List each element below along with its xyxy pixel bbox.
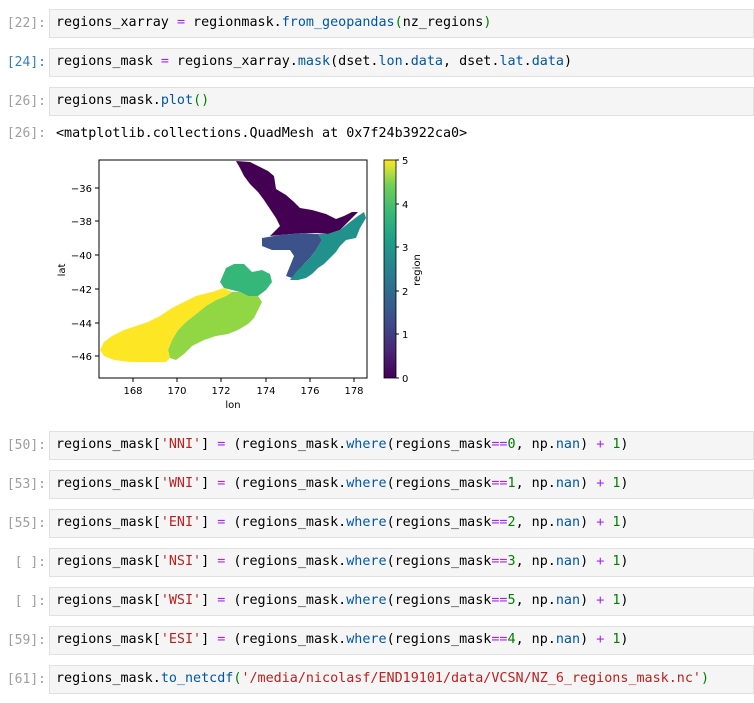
code-line: regions_mask['NSI'] = (regions_mask.wher…: [56, 554, 629, 569]
x-tick-label: 178: [344, 386, 363, 397]
cell-prompt: [50]:: [6, 438, 46, 453]
y-tick-label: −44: [71, 319, 92, 330]
code-line: regions_mask = regions_xarray.mask(dset.…: [56, 54, 572, 69]
output-text: <matplotlib.collections.QuadMesh at 0x7f…: [56, 126, 468, 141]
colorbar-tick-label: 2: [402, 287, 408, 298]
colorbar-tick-label: 3: [402, 243, 408, 254]
colorbar-tick-label: 1: [402, 330, 408, 341]
y-tick-label: −40: [71, 251, 92, 262]
x-tick-label: 170: [167, 386, 186, 397]
colorbar-tick-label: 5: [402, 156, 408, 167]
code-editor[interactable]: regions_mask.plot(): [49, 87, 754, 116]
cell-prompt: [53]:: [6, 477, 46, 492]
cell-prompt: [22]:: [6, 16, 46, 31]
code-editor[interactable]: regions_mask['NNI'] = (regions_mask.wher…: [49, 431, 754, 460]
cell-prompt: [26]:: [6, 94, 46, 109]
code-editor[interactable]: regions_xarray = regionmask.from_geopand…: [49, 9, 754, 38]
region-eni: [290, 212, 366, 280]
x-axis-label: lon: [225, 400, 240, 411]
y-tick-label: −42: [71, 285, 92, 296]
x-tick-label: 174: [256, 386, 275, 397]
code-editor[interactable]: regions_mask['ESI'] = (regions_mask.wher…: [49, 626, 754, 655]
y-tick-label: −36: [71, 184, 92, 195]
y-axis: −36 −38 −40 −42 −44 −46 lat: [57, 184, 99, 363]
region-wsi: [100, 288, 232, 362]
x-tick-label: 172: [211, 386, 230, 397]
y-tick-label: −46: [71, 352, 92, 363]
code-editor[interactable]: regions_mask = regions_xarray.mask(dset.…: [49, 48, 754, 77]
cell-prompt: [61]:: [6, 672, 46, 687]
output-prompt: [26]:: [6, 126, 46, 141]
cell-prompt: [ ]:: [14, 555, 46, 570]
code-line: regions_mask['WSI'] = (regions_mask.wher…: [56, 593, 629, 608]
code-editor[interactable]: regions_mask['ENI'] = (regions_mask.wher…: [49, 509, 754, 538]
cell-prompt: [ ]:: [14, 594, 46, 609]
code-line: regions_mask['WNI'] = (regions_mask.wher…: [56, 476, 629, 491]
x-axis: 168 170 172 174 176 178 lon: [123, 378, 364, 411]
code-editor[interactable]: regions_mask['NSI'] = (regions_mask.wher…: [49, 548, 754, 577]
region-esi: [168, 292, 262, 360]
code-editor[interactable]: regions_mask['WSI'] = (regions_mask.wher…: [49, 587, 754, 616]
y-axis-label: lat: [57, 264, 68, 277]
cell-prompt: [24]:: [6, 55, 46, 70]
cell-prompt: [55]:: [6, 516, 46, 531]
colorbar-ticks: 0 1 2 3 4 5 region: [396, 156, 423, 385]
colorbar: [383, 159, 397, 379]
x-tick-label: 176: [300, 386, 319, 397]
code-line: regions_mask['ESI'] = (regions_mask.wher…: [56, 632, 629, 647]
code-editor[interactable]: regions_mask.to_netcdf('/media/nicolasf/…: [49, 665, 754, 694]
region-wni: [262, 233, 322, 278]
y-tick-label: −38: [71, 217, 92, 228]
x-tick-label: 168: [123, 386, 142, 397]
colorbar-label: region: [412, 254, 423, 286]
region-nni: [236, 161, 358, 236]
code-line: regions_xarray = regionmask.from_geopand…: [56, 15, 492, 30]
code-line: regions_mask['ENI'] = (regions_mask.wher…: [56, 515, 629, 530]
code-line: regions_mask['NNI'] = (regions_mask.wher…: [56, 437, 629, 452]
code-editor[interactable]: regions_mask['WNI'] = (regions_mask.wher…: [49, 470, 754, 499]
region-nsi: [220, 264, 272, 296]
colorbar-tick-label: 4: [402, 200, 408, 211]
colorbar-tick-label: 0: [402, 374, 408, 385]
cell-prompt: [59]:: [6, 633, 46, 648]
code-line: regions_mask.to_netcdf('/media/nicolasf/…: [56, 671, 710, 686]
region-shapes: [100, 161, 366, 362]
code-line: regions_mask.plot(): [56, 93, 210, 108]
